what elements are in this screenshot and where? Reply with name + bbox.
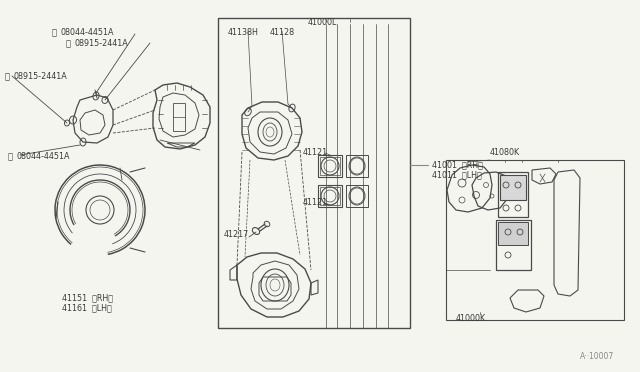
Text: 41011  〈LH〉: 41011 〈LH〉 (432, 170, 482, 179)
Bar (318, 185, 342, 207)
Bar (498, 172, 528, 217)
Text: 08044-4451A: 08044-4451A (16, 152, 70, 161)
Text: 41217: 41217 (224, 230, 249, 239)
Bar (346, 155, 368, 177)
Text: Ⓦ: Ⓦ (5, 72, 10, 81)
Bar (318, 155, 342, 177)
Text: 08044-4451A: 08044-4451A (60, 28, 113, 37)
Bar (346, 185, 368, 207)
Text: 08915-2441A: 08915-2441A (74, 39, 128, 48)
Text: 41121: 41121 (303, 198, 328, 207)
Text: Ⓐ: Ⓐ (52, 28, 57, 37)
Polygon shape (498, 222, 528, 245)
Text: 41161  〈LH〉: 41161 〈LH〉 (62, 303, 112, 312)
Bar (173, 103, 185, 131)
Text: 41121: 41121 (303, 148, 328, 157)
Text: 41128: 41128 (270, 28, 295, 37)
Text: 08915-2441A: 08915-2441A (13, 72, 67, 81)
Text: 41000L: 41000L (308, 18, 337, 27)
Bar (218, 18, 410, 328)
Bar (496, 220, 531, 270)
Bar (446, 160, 624, 320)
Text: 41151  〈RH〉: 41151 〈RH〉 (62, 293, 113, 302)
Text: A··10007: A··10007 (580, 352, 614, 361)
Bar (320, 187, 340, 205)
Text: 41000K: 41000K (456, 314, 486, 323)
Text: Ⓐ: Ⓐ (8, 152, 13, 161)
Text: 41001  〈RH〉: 41001 〈RH〉 (432, 160, 483, 169)
Polygon shape (500, 175, 526, 200)
Text: Ⓦ: Ⓦ (66, 39, 71, 48)
Text: 41138H: 41138H (228, 28, 259, 37)
Text: 41080K: 41080K (490, 148, 520, 157)
Bar (320, 157, 340, 175)
